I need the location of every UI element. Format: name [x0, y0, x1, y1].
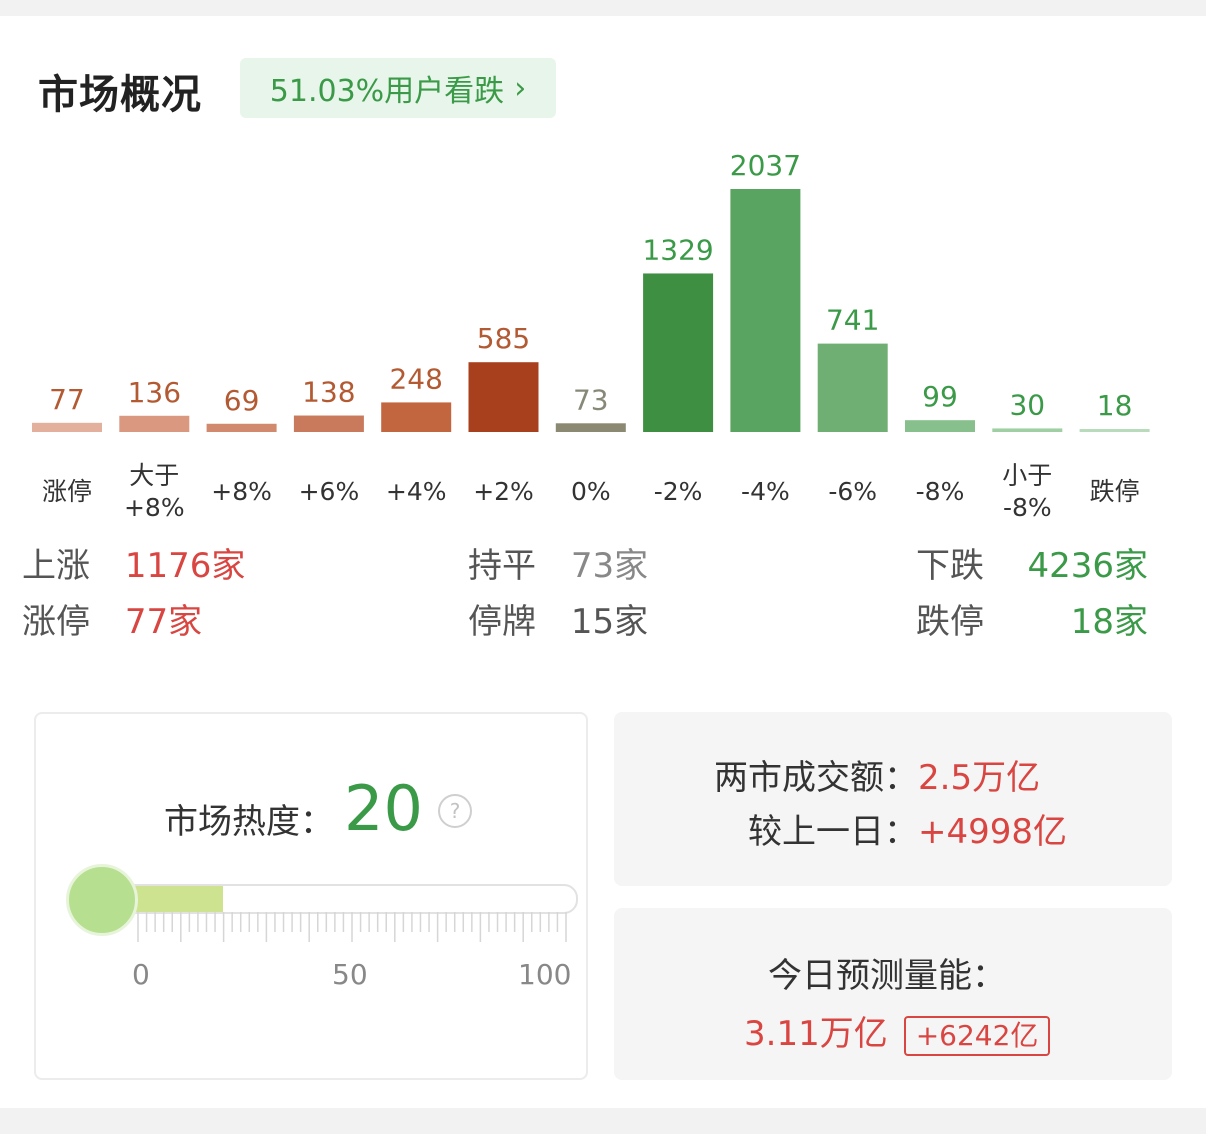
bar-9	[817, 343, 888, 432]
category-label: -8%	[916, 477, 965, 506]
stat-limit-up-label: 涨停	[22, 602, 90, 642]
bar-7	[643, 273, 714, 432]
bar-value-label: 99	[922, 380, 958, 413]
category-label: 涨停	[42, 477, 92, 506]
turnover-compare-value: +4998亿	[918, 812, 1068, 852]
stat-up-label: 上涨	[22, 546, 90, 586]
stat-flat-value: 73家	[570, 546, 649, 586]
category-label: +8%	[124, 493, 185, 522]
stat-suspended-value: 15家	[570, 602, 649, 642]
stat-limit-down-label-wrap: 跌停	[916, 594, 984, 643]
sentiment-button[interactable]: 51.03%用户看跌 ›	[240, 58, 556, 118]
stat-suspended-label: 停牌	[468, 602, 536, 642]
bar-12	[1079, 429, 1150, 432]
bar-value-label: 138	[302, 376, 355, 409]
chevron-right-icon: ›	[514, 70, 527, 106]
bar-2	[206, 423, 277, 432]
category-label: -2%	[654, 477, 703, 506]
bar-6	[555, 423, 626, 432]
forecast-delta-badge: +6242亿	[903, 1015, 1051, 1056]
category-label: +6%	[299, 477, 360, 506]
category-label: +2%	[473, 477, 534, 506]
bar-value-label: 741	[826, 304, 879, 337]
turnover-card: 两市成交额：2.5万亿 较上一日：+4998亿	[614, 712, 1172, 886]
stat-suspended: 停牌 15家	[468, 594, 648, 643]
stat-flat-label: 持平	[468, 546, 536, 586]
bar-value-label: 1329	[642, 233, 713, 266]
category-label: 0%	[571, 477, 611, 506]
category-label: 跌停	[1090, 477, 1140, 506]
stat-limit-up-value: 77家	[124, 602, 203, 642]
axis-label-100: 100	[518, 958, 572, 991]
turnover-compare-row: 较上一日：+4998亿	[748, 804, 1067, 853]
bar-1	[119, 415, 190, 432]
bar-4	[381, 402, 452, 432]
stat-up-value: 1176家	[124, 546, 246, 586]
stat-limit-up: 涨停 77家	[22, 594, 202, 643]
thermometer-bulb	[66, 864, 138, 936]
category-label: +8%	[211, 477, 272, 506]
help-icon[interactable]: ?	[438, 794, 472, 828]
category-label: -6%	[828, 477, 877, 506]
turnover-value: 2.5万亿	[918, 758, 1041, 798]
category-label: 大于	[129, 461, 179, 490]
forecast-card: 今日预测量能： 3.11万亿 +6242亿	[614, 908, 1172, 1080]
bar-value-label: 18	[1097, 389, 1133, 422]
thermometer-ticks	[137, 912, 567, 942]
bar-value-label: 2037	[730, 149, 801, 182]
bar-0	[32, 422, 102, 432]
bar-10	[905, 420, 975, 432]
category-label: -8%	[1003, 493, 1052, 522]
stat-limit-down-value: 18家	[1070, 602, 1148, 642]
stat-up: 上涨 1176家	[22, 538, 245, 587]
bar-value-label: 585	[477, 322, 530, 355]
stat-limit-down-label: 跌停	[916, 602, 984, 642]
bar-value-label: 77	[49, 383, 85, 416]
bar-8	[730, 189, 801, 432]
bar-11	[992, 428, 1063, 432]
axis-label-50: 50	[332, 958, 368, 991]
sentiment-label: 51.03%用户看跌	[269, 74, 505, 109]
forecast-row: 3.11万亿 +6242亿	[744, 1006, 1051, 1056]
forecast-label: 今日预测量能：	[768, 956, 1006, 996]
stat-flat: 持平 73家	[468, 538, 648, 587]
stat-down-label-wrap: 下跌	[916, 538, 984, 587]
category-label: 小于	[1002, 461, 1052, 490]
market-heat-card: 市场热度： 20 ? 0 50 100	[34, 712, 588, 1080]
turnover-compare-label: 较上一日：	[748, 812, 918, 852]
bar-value-label: 73	[573, 383, 609, 416]
distribution-chart: 77 涨停 136 大于 +8% 69 +8% 138 +6% 248 +4% 585 +2% 73 0% 1…	[32, 149, 1150, 522]
bar-value-label: 30	[1009, 388, 1045, 421]
turnover-row: 两市成交额：2.5万亿	[714, 750, 1040, 799]
forecast-value: 3.11万亿	[744, 1014, 888, 1054]
stat-down-label: 下跌	[916, 546, 984, 586]
bar-5	[468, 362, 539, 432]
axis-label-0: 0	[132, 958, 150, 991]
turnover-label: 两市成交额：	[714, 758, 918, 798]
bar-value-label: 136	[128, 376, 181, 409]
bar-3	[293, 415, 364, 432]
heat-value: 20	[344, 772, 423, 845]
category-label: +4%	[386, 477, 447, 506]
stat-down-value: 4236家	[1027, 546, 1148, 586]
heat-label: 市场热度：	[164, 802, 334, 842]
category-label: -4%	[741, 477, 790, 506]
stat-down: 4236家	[1027, 538, 1148, 587]
bar-value-label: 248	[389, 362, 442, 395]
stat-limit-down: 18家	[1071, 594, 1148, 643]
bar-value-label: 69	[224, 384, 260, 417]
page-title: 市场概况	[38, 72, 202, 118]
